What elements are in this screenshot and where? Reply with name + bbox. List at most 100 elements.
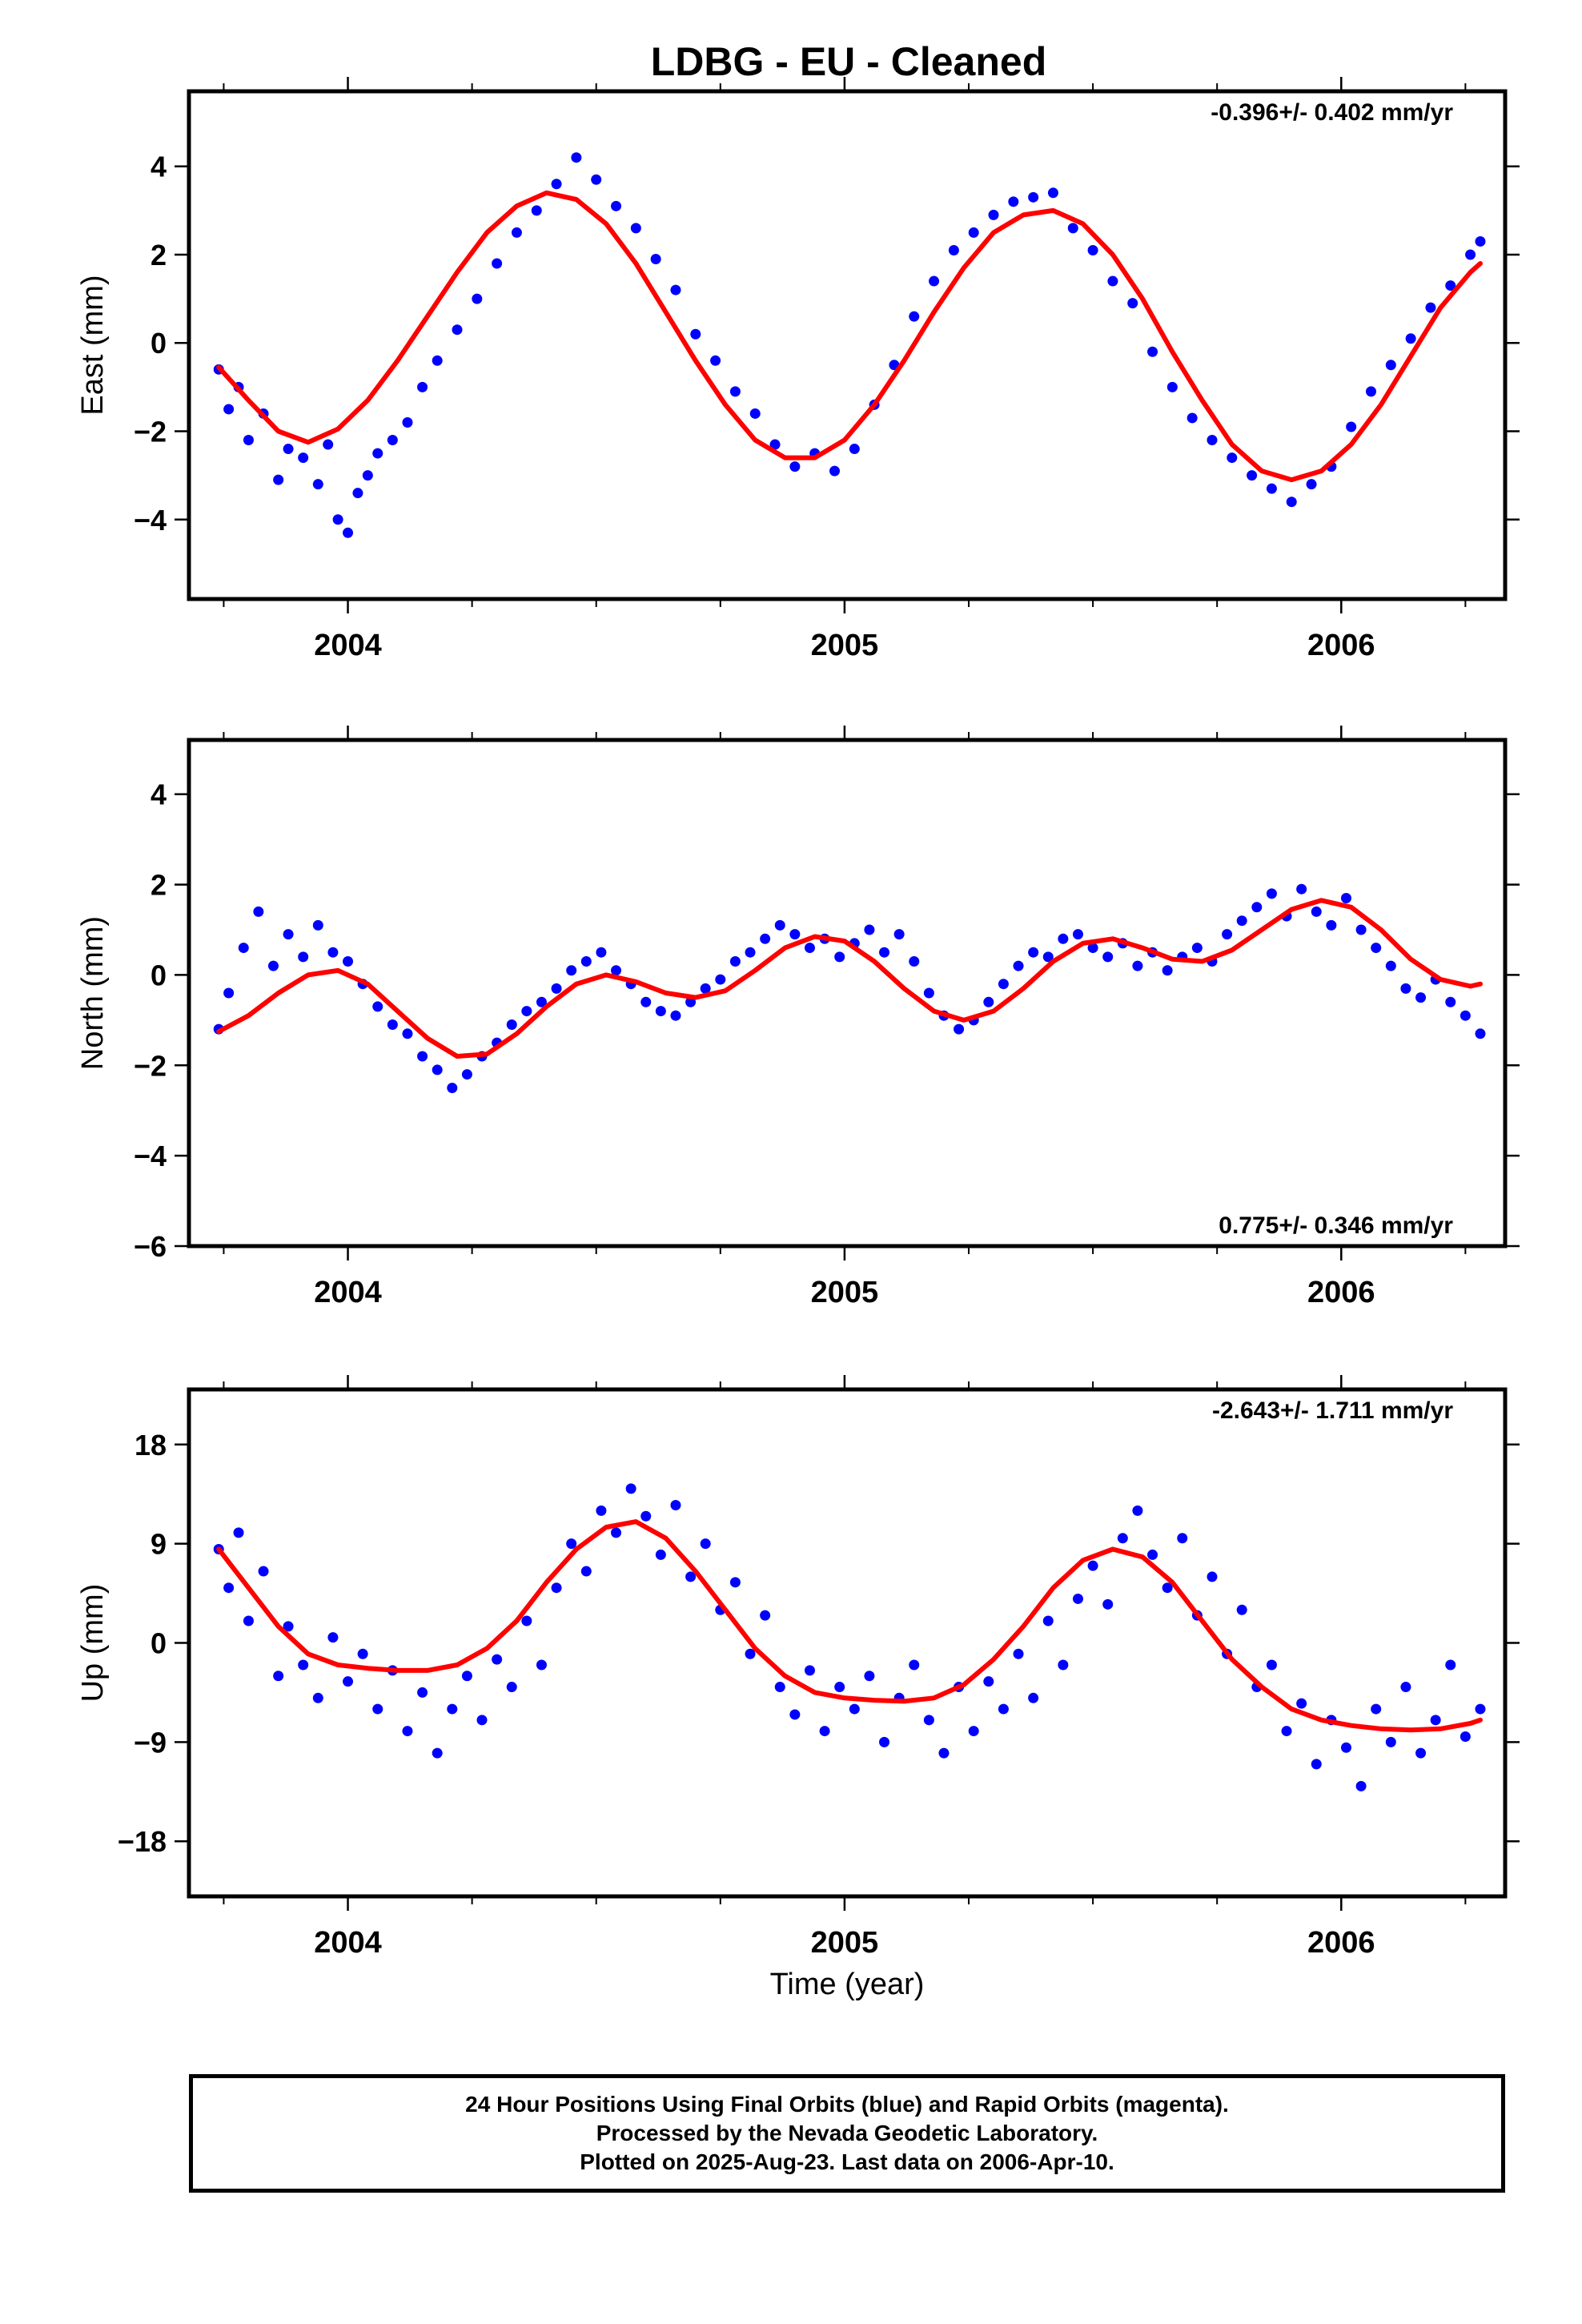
data-point [729, 956, 741, 967]
rate-label: -0.396+/- 0.402 mm/yr [1211, 99, 1453, 126]
data-point [461, 1069, 472, 1080]
data-point [1460, 1731, 1471, 1742]
data-point [1042, 951, 1054, 963]
data-point [1166, 381, 1178, 392]
data-point [1445, 1659, 1456, 1671]
data-point [1286, 497, 1297, 508]
x-tick-label: 2004 [314, 1926, 382, 1960]
data-point [452, 324, 463, 336]
data-point [1236, 1604, 1247, 1615]
data-point [432, 1064, 443, 1076]
data-point [650, 253, 661, 264]
data-point [1430, 1715, 1441, 1726]
data-point [760, 933, 771, 944]
data-point [1072, 929, 1083, 940]
data-point [243, 435, 254, 446]
data-point [1058, 1659, 1069, 1671]
data-point [253, 906, 264, 917]
data-point [948, 244, 959, 255]
data-point [909, 956, 920, 967]
data-point [864, 924, 875, 935]
x-tick-label: 2006 [1307, 629, 1375, 662]
data-point [954, 1023, 965, 1035]
data-point [1013, 960, 1024, 971]
data-point [447, 1703, 458, 1715]
y-axis-label: North (mm) [76, 916, 110, 1070]
data-point [362, 470, 373, 481]
data-point [223, 1582, 235, 1594]
data-point [968, 227, 979, 238]
plot-frame [187, 1387, 1508, 1899]
x-tick-label: 2004 [314, 629, 382, 662]
data-point [1162, 1582, 1173, 1594]
y-tick-label: −4 [134, 1140, 167, 1172]
data-point [710, 355, 721, 366]
data-point [988, 209, 999, 220]
data-point [670, 1010, 681, 1021]
data-point [387, 435, 398, 446]
data-point [283, 1621, 294, 1632]
data-point [1028, 191, 1039, 203]
data-point [511, 227, 522, 238]
data-point [1425, 302, 1436, 313]
data-point [1028, 1692, 1039, 1703]
data-point [1371, 1703, 1382, 1715]
data-point [1222, 929, 1233, 940]
data-point [938, 1747, 950, 1759]
data-point [372, 448, 383, 459]
data-point [1460, 1010, 1471, 1021]
data-point [312, 479, 323, 490]
data-point [829, 465, 840, 476]
x-tick-label: 2006 [1307, 1926, 1375, 1960]
data-point [1400, 983, 1411, 994]
data-point [223, 987, 235, 999]
plot-frame [187, 738, 1508, 1248]
data-point [1340, 893, 1351, 903]
x-tick-label: 2006 [1307, 1276, 1375, 1309]
data-point [864, 1671, 875, 1682]
data-point [243, 1615, 254, 1626]
data-point [749, 408, 761, 419]
data-point [923, 987, 934, 999]
data-point [1445, 280, 1456, 292]
y-tick-label: −2 [134, 416, 167, 448]
data-point [417, 381, 428, 392]
x-tick-label: 2005 [811, 629, 879, 662]
data-point [1281, 1726, 1292, 1737]
y-tick-label: 2 [151, 239, 167, 271]
fit-line [216, 1519, 1483, 1733]
data-point [551, 983, 562, 994]
data-point [521, 1006, 532, 1017]
data-point [343, 527, 354, 538]
y-tick-label: 4 [151, 778, 167, 811]
data-point [1465, 249, 1476, 260]
data-point [531, 205, 542, 216]
data-point [1365, 386, 1376, 397]
data-point [402, 1726, 413, 1737]
data-point [774, 919, 785, 931]
data-point [640, 996, 652, 1007]
data-point [372, 1001, 383, 1012]
data-point [630, 223, 641, 234]
data-point [804, 1665, 815, 1676]
data-point [834, 951, 845, 963]
data-point [536, 1659, 547, 1671]
data-point [566, 1538, 577, 1550]
data-point [402, 416, 413, 428]
data-point [1207, 1571, 1218, 1582]
data-point [1227, 452, 1238, 464]
data-point [298, 951, 309, 963]
data-point [432, 355, 443, 366]
y-tick-label: −2 [134, 1049, 167, 1082]
data-point [323, 439, 334, 450]
data-point [1475, 235, 1486, 247]
data-point [690, 328, 701, 340]
fit-line [216, 898, 1483, 1059]
data-point [1186, 412, 1198, 424]
data-point [983, 996, 994, 1007]
data-point [1355, 924, 1367, 935]
data-point [1028, 947, 1039, 958]
data-point [343, 1676, 354, 1687]
data-point [715, 974, 726, 985]
data-point [233, 1527, 244, 1538]
